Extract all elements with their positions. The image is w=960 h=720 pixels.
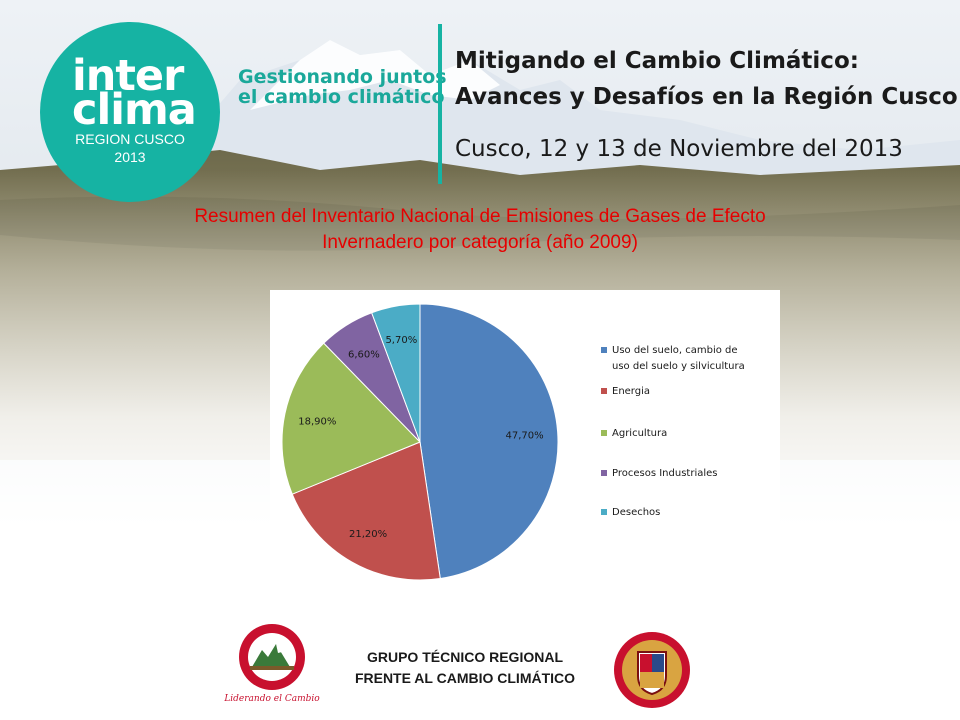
legend-swatch: [601, 347, 607, 353]
tagline-line2: el cambio climático: [238, 86, 445, 108]
pie-slice: [281, 342, 421, 495]
legend-swatch: [601, 470, 607, 476]
footer-line2: FRENTE AL CAMBIO CLIMÁTICO: [354, 670, 576, 686]
legend-swatch: [601, 509, 607, 515]
pie-slice: [291, 441, 441, 581]
pie-data-label: 21,20%: [349, 529, 387, 540]
pie-slice: [419, 303, 559, 580]
pie-data-label: 6,60%: [348, 349, 380, 360]
event-date: Cusco, 12 y 13 de Noviembre del 2013: [455, 136, 903, 162]
pie-data-label: 47,70%: [506, 430, 544, 441]
logo-word-inter: inter: [72, 51, 184, 101]
legend-label: uso del suelo y silvicultura: [612, 361, 745, 372]
legend-label: Desechos: [612, 507, 660, 518]
gobierno-regional-seal-icon: [239, 624, 305, 690]
slide-title-line1: Resumen del Inventario Nacional de Emisi…: [194, 206, 766, 227]
pie-slice: [371, 303, 421, 443]
slide-title: Resumen del Inventario Nacional de Emisi…: [100, 204, 860, 256]
legend-swatch: [601, 388, 607, 394]
legend-label: Agricultura: [612, 428, 667, 439]
slide-title-line2: Invernadero por categoría (año 2009): [322, 232, 638, 253]
pie-data-label: 5,70%: [385, 335, 417, 346]
legend-label: Uso del suelo, cambio de: [612, 345, 738, 356]
event-title-line2: Avances y Desafíos en la Región Cusco: [455, 84, 958, 110]
footer-line1: GRUPO TÉCNICO REGIONAL: [366, 649, 563, 665]
logo-region: REGION CUSCO: [75, 131, 185, 147]
legend-label: Procesos Industriales: [612, 468, 718, 479]
tagline-line1: Gestionando juntos: [238, 66, 447, 88]
logo-word-clima: clima: [72, 85, 197, 135]
pie-data-label: 18,90%: [298, 417, 336, 428]
emissions-pie-chart: 47,70% 21,20% 18,90% 6,60% 5,70% Uso del sue…: [270, 290, 780, 600]
logo-year: 2013: [114, 149, 146, 165]
interclima-logo: [40, 22, 220, 202]
left-seal-caption: Liderando el Cambio: [224, 694, 320, 704]
legend-label: Energia: [612, 386, 650, 397]
university-crest-icon: [614, 632, 690, 708]
legend-swatch: [601, 430, 607, 436]
event-title-line1: Mitigando el Cambio Climático:: [455, 48, 859, 74]
header-divider: [438, 24, 442, 184]
